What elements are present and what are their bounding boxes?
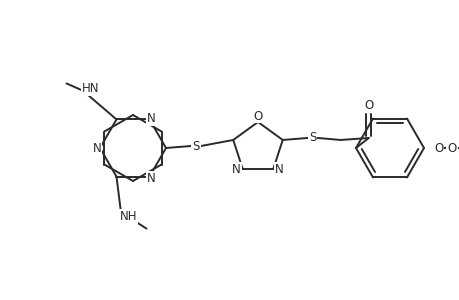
Text: O: O	[364, 100, 373, 112]
Text: O: O	[447, 142, 456, 154]
Text: N: N	[232, 163, 241, 176]
Text: HN: HN	[82, 82, 99, 95]
Text: O: O	[253, 110, 262, 122]
Text: O: O	[433, 142, 442, 154]
Text: N: N	[147, 172, 156, 185]
Text: N: N	[92, 142, 101, 154]
Text: N: N	[274, 163, 283, 176]
Text: S: S	[308, 131, 316, 145]
Text: N: N	[147, 112, 156, 125]
Text: S: S	[192, 140, 199, 152]
Text: NH: NH	[119, 210, 137, 223]
